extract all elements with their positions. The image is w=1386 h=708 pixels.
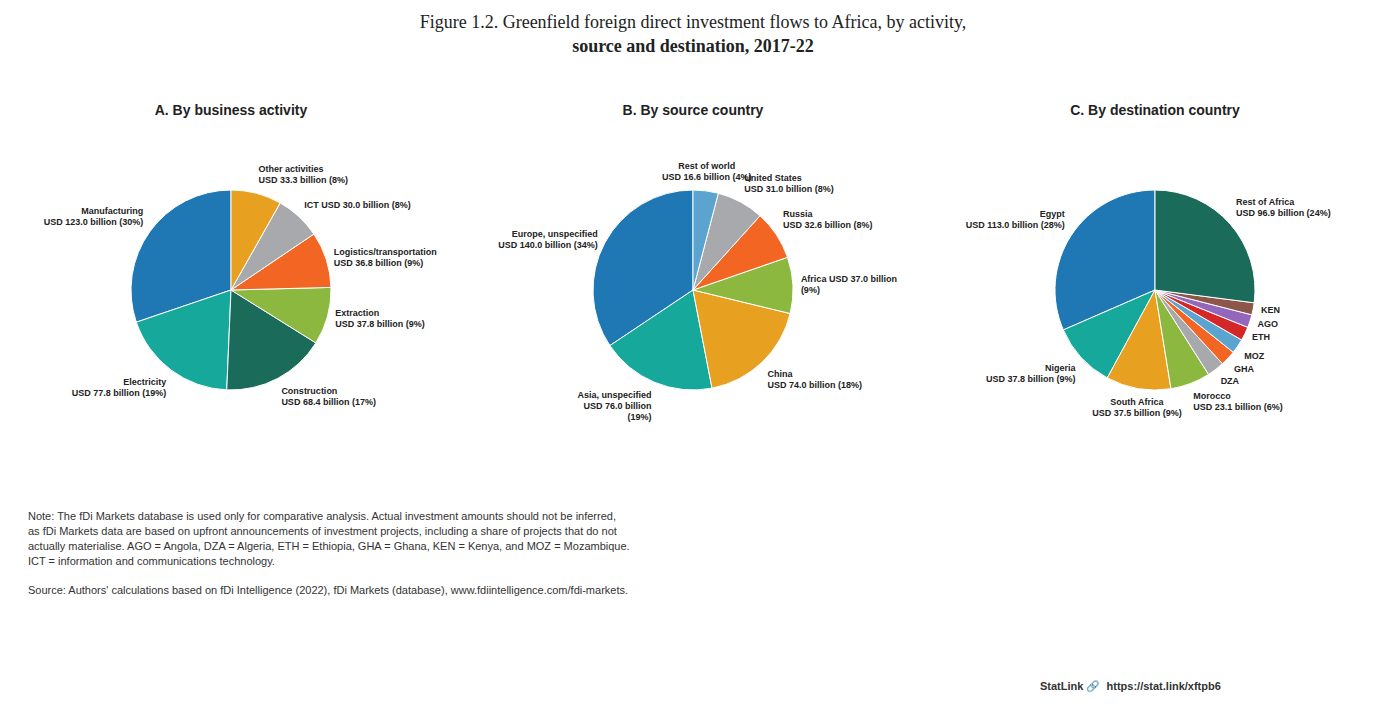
figure-title-line: source and destination, 2017-22 [572, 36, 814, 56]
slice-label-line: USD 77.8 billion (19%) [72, 388, 167, 398]
slice-label-line: USD 123.0 billion (30%) [44, 217, 144, 227]
slice-label-line: Asia, unspecified [577, 390, 651, 400]
slice-label-line: USD 76.0 billion [583, 401, 651, 411]
slice-label-line: Egypt [1040, 209, 1065, 219]
slice-label-line: Rest of world [678, 161, 735, 171]
annotation-line: as fDi Markets data are based on upfront… [28, 525, 617, 537]
slice-label-line: GHA [1234, 364, 1255, 374]
annotation-line: actually materialise. AGO = Angola, DZA … [28, 540, 630, 552]
slice-label-line: USD 32.6 billion (8%) [783, 220, 873, 230]
slice-label: ConstructionUSD 68.4 billion (17%) [281, 386, 376, 407]
slice-label-line: USD 23.1 billion (6%) [1193, 402, 1283, 412]
slice-label: Other activitiesUSD 33.3 billion (8%) [258, 164, 348, 185]
pie-slice [693, 190, 718, 290]
slice-label: ElectricityUSD 77.8 billion (19%) [72, 377, 167, 398]
slice-label: ExtractionUSD 37.8 billion (9%) [335, 308, 425, 329]
slice-label-line: South Africa [1110, 397, 1164, 407]
slice-label: ManufacturingUSD 123.0 billion (30%) [44, 206, 144, 227]
statlink: StatLink 🔗 https://stat.link/xftpb6 [1040, 679, 1221, 693]
slice-label-line: USD 113.0 billion (28%) [966, 220, 1065, 230]
slice-label: KEN [1261, 305, 1280, 315]
slice-labels: Europe, unspecifiedUSD 140.0 billion (34… [498, 161, 897, 422]
pie-slice [231, 287, 331, 342]
figure-title-line: Figure 1.2. Greenfield foreign direct in… [420, 12, 967, 32]
slice-label-line: Russia [783, 209, 814, 219]
annotation-line: ICT = information and communications tec… [28, 555, 275, 567]
slice-label: RussiaUSD 32.6 billion (8%) [783, 209, 873, 230]
figure-title: Figure 1.2. Greenfield foreign direct in… [420, 12, 967, 56]
slice-label: ChinaUSD 74.0 billion (18%) [768, 369, 863, 390]
slice-label-line: (19%) [627, 412, 651, 422]
slice-label: Rest of worldUSD 16.6 billion (4%) [662, 161, 752, 182]
slice-label-line: USD 36.8 billion (9%) [334, 258, 424, 268]
slice-label-line: USD 16.6 billion (4%) [662, 172, 752, 182]
slice-label-line: USD 37.5 billion (9%) [1092, 408, 1182, 418]
slice-label: Rest of AfricaUSD 96.9 billion (24%) [1236, 197, 1331, 218]
slice-label-line: AGO [1258, 319, 1279, 329]
slice-label-line: USD 96.9 billion (24%) [1236, 208, 1331, 218]
slice-label: EgyptUSD 113.0 billion (28%) [966, 209, 1065, 230]
pie-slice [136, 290, 231, 390]
slice-label: South AfricaUSD 37.5 billion (9%) [1092, 397, 1182, 418]
slice-label-line: DZA [1221, 376, 1240, 386]
pie-chart: ManufacturingUSD 123.0 billion (30%) Elec… [44, 164, 437, 407]
slice-label-line: Rest of Africa [1236, 197, 1295, 207]
annotation-line: Source: Authors' calculations based on f… [28, 584, 628, 596]
slice-label-line: China [768, 369, 794, 379]
annotation: Source: Authors' calculations based on f… [28, 584, 628, 596]
slice-labels: EgyptUSD 113.0 billion (28%)NigeriaUSD 3… [966, 197, 1331, 418]
slice-label-line: United States [744, 173, 802, 183]
slice-label-line: MOZ [1244, 351, 1264, 361]
slice-label-line: USD 140.0 billion (34%) [498, 240, 598, 250]
annotation-line: Note: The fDi Markets database is used o… [28, 510, 616, 522]
slices [593, 190, 793, 390]
pie-chart: EgyptUSD 113.0 billion (28%)NigeriaUSD 3… [966, 190, 1331, 418]
slice-label-line: Europe, unspecified [512, 229, 598, 239]
slice-label-line: Manufacturing [81, 206, 143, 216]
chart-canvas: Figure 1.2. Greenfield foreign direct in… [0, 0, 1386, 708]
pie-slice [231, 190, 280, 290]
slice-label: GHA [1234, 364, 1255, 374]
slice-label: AGO [1258, 319, 1279, 329]
slice-label-line: Africa USD 37.0 billion [801, 274, 897, 284]
slice-label-line: KEN [1261, 305, 1280, 315]
slice-label-line: Construction [281, 386, 337, 396]
annotation-line: StatLink 🔗 https://stat.link/xftpb6 [1040, 679, 1221, 693]
slice-label-line: Nigeria [1045, 363, 1077, 373]
slice-label: ETH [1252, 332, 1270, 342]
slice-label-line: ETH [1252, 332, 1270, 342]
chart-title: A. By business activity [155, 102, 308, 118]
slice-label-line: USD 31.0 billion (8%) [744, 184, 834, 194]
slice-label-line: Other activities [258, 164, 323, 174]
pie-chart: Europe, unspecifiedUSD 140.0 billion (34… [498, 161, 897, 422]
annotation: Note: The fDi Markets database is used o… [28, 510, 630, 567]
slice-label: United StatesUSD 31.0 billion (8%) [744, 173, 834, 194]
slice-label: Logistics/transportationUSD 36.8 billion… [334, 247, 437, 268]
slices [1055, 190, 1255, 390]
slice-label-line: Morocco [1193, 391, 1231, 401]
slices [131, 190, 331, 390]
slice-label: NigeriaUSD 37.8 billion (9%) [986, 363, 1077, 384]
slice-label-line: ICT USD 30.0 billion (8%) [304, 200, 411, 210]
slice-label-line: Extraction [335, 308, 379, 318]
chart-title: C. By destination country [1070, 102, 1240, 118]
slice-label-line: (9%) [801, 285, 820, 295]
slice-label: DZA [1221, 376, 1240, 386]
slice-label: ICT USD 30.0 billion (8%) [304, 200, 411, 210]
slice-label: Africa USD 37.0 billion(9%) [801, 274, 897, 295]
slice-label-line: Electricity [123, 377, 166, 387]
slice-label-line: USD 74.0 billion (18%) [768, 380, 863, 390]
slice-label: Asia, unspecifiedUSD 76.0 billion(19%) [577, 390, 651, 422]
slice-label: Europe, unspecifiedUSD 140.0 billion (34… [498, 229, 598, 250]
slice-label-line: USD 37.8 billion (9%) [986, 374, 1076, 384]
slice-label-line: USD 33.3 billion (8%) [258, 175, 348, 185]
slice-label: MOZ [1244, 351, 1264, 361]
slice-label: MoroccoUSD 23.1 billion (6%) [1193, 391, 1283, 412]
slice-label-line: USD 68.4 billion (17%) [281, 397, 376, 407]
slice-label-line: Logistics/transportation [334, 247, 437, 257]
slice-label-line: USD 37.8 billion (9%) [335, 319, 425, 329]
slice-labels: ManufacturingUSD 123.0 billion (30%) Elec… [44, 164, 437, 407]
chart-title: B. By source country [623, 102, 764, 118]
